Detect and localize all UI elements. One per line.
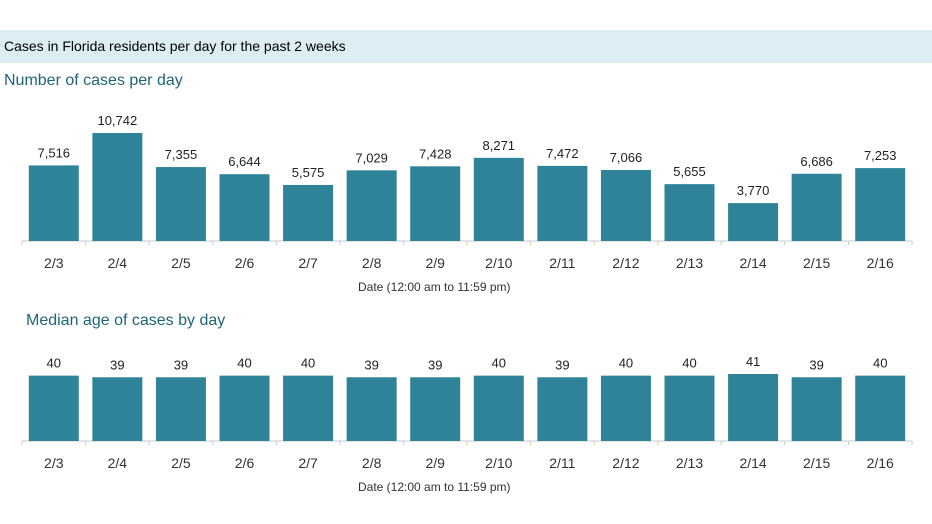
- bar: [410, 377, 461, 441]
- data-label: 8,271: [483, 138, 516, 153]
- bar: [219, 174, 270, 241]
- bar: [28, 375, 79, 441]
- x-tick-label: 2/4: [108, 455, 128, 471]
- data-label: 5,655: [673, 164, 706, 179]
- bar: [346, 377, 397, 441]
- data-label: 39: [174, 357, 188, 372]
- x-tick-label: 2/10: [485, 255, 512, 271]
- x-tick-label: 2/6: [235, 455, 255, 471]
- bar: [600, 169, 651, 241]
- x-tick-label: 2/12: [612, 255, 639, 271]
- x-tick-label: 2/5: [171, 455, 191, 471]
- page-title: Cases in Florida residents per day for t…: [4, 38, 346, 54]
- bar: [664, 375, 715, 441]
- data-label: 6,686: [800, 154, 833, 169]
- median-age-x-axis-label: Date (12:00 am to 11:59 pm): [358, 480, 511, 494]
- x-tick-label: 2/5: [171, 255, 191, 271]
- x-tick-label: 2/6: [235, 255, 255, 271]
- x-tick-label: 2/8: [362, 255, 382, 271]
- data-label: 40: [682, 356, 696, 371]
- data-label: 3,770: [737, 183, 770, 198]
- x-tick-label: 2/14: [739, 455, 766, 471]
- x-tick-label: 2/13: [676, 455, 703, 471]
- bar: [728, 374, 779, 441]
- bar: [664, 184, 715, 241]
- bar: [92, 377, 143, 441]
- x-tick-label: 2/10: [485, 455, 512, 471]
- x-tick-label: 2/9: [425, 255, 445, 271]
- x-tick-label: 2/9: [425, 455, 445, 471]
- data-label: 40: [619, 356, 633, 371]
- x-tick-label: 2/7: [298, 455, 318, 471]
- x-tick-label: 2/3: [44, 455, 64, 471]
- data-label: 39: [364, 357, 378, 372]
- data-label: 39: [110, 357, 124, 372]
- data-label: 39: [428, 357, 442, 372]
- data-label: 39: [809, 357, 823, 372]
- x-tick-label: 2/11: [549, 255, 575, 271]
- bar: [537, 165, 588, 241]
- bar: [600, 375, 651, 441]
- data-label: 40: [47, 356, 61, 371]
- x-tick-label: 2/15: [803, 455, 830, 471]
- data-label: 7,516: [38, 145, 71, 160]
- median-age-bar-chart: 40 2/3 39 2/4 39 2/5 40 2/6 40 2/7 39 2/8 39 2/9 40 2/1…: [21, 354, 913, 471]
- bar: [219, 375, 270, 441]
- data-label: 7,355: [165, 147, 198, 162]
- x-tick-label: 2/16: [867, 255, 894, 271]
- data-label: 10,742: [97, 113, 137, 128]
- data-label: 40: [237, 356, 251, 371]
- data-label: 7,253: [864, 148, 897, 163]
- bar: [155, 377, 206, 441]
- data-label: 5,575: [292, 165, 325, 180]
- data-label: 40: [873, 356, 887, 371]
- bar: [855, 375, 906, 441]
- data-label: 7,428: [419, 146, 452, 161]
- chart-title-median-age: Median age of cases by day: [26, 312, 226, 329]
- x-tick-label: 2/15: [803, 255, 830, 271]
- bar: [473, 157, 524, 241]
- cases-x-axis-label: Date (12:00 am to 11:59 pm): [358, 280, 511, 294]
- data-label: 7,472: [546, 146, 579, 161]
- bar: [283, 375, 334, 441]
- data-label: 39: [555, 357, 569, 372]
- x-tick-label: 2/8: [362, 455, 382, 471]
- header-bar: Cases in Florida residents per day for t…: [0, 30, 932, 63]
- x-tick-label: 2/13: [676, 255, 703, 271]
- bar: [92, 133, 143, 241]
- x-tick-label: 2/16: [867, 455, 894, 471]
- bar: [855, 168, 906, 241]
- bar: [346, 170, 397, 241]
- data-label: 41: [746, 354, 760, 369]
- data-label: 7,029: [355, 150, 388, 165]
- bar: [410, 166, 461, 241]
- x-tick-label: 2/4: [108, 255, 128, 271]
- bar: [791, 377, 842, 441]
- x-tick-label: 2/14: [739, 255, 766, 271]
- bar: [155, 167, 206, 241]
- bar: [728, 203, 779, 241]
- data-label: 40: [492, 356, 506, 371]
- bar: [537, 377, 588, 441]
- bar: [28, 165, 79, 241]
- cases-bar-chart: 7,516 2/3 10,742 2/4 7,355 2/5 6,644 2/6 5,575 2/…: [21, 113, 913, 271]
- x-tick-label: 2/12: [612, 455, 639, 471]
- bar: [791, 173, 842, 241]
- data-label: 6,644: [228, 154, 261, 169]
- x-tick-label: 2/3: [44, 255, 64, 271]
- data-label: 40: [301, 356, 315, 371]
- data-label: 7,066: [610, 150, 643, 165]
- x-tick-label: 2/11: [549, 455, 575, 471]
- chart-title-cases: Number of cases per day: [4, 72, 183, 89]
- bar: [283, 184, 334, 241]
- bar: [473, 375, 524, 441]
- x-tick-label: 2/7: [298, 255, 318, 271]
